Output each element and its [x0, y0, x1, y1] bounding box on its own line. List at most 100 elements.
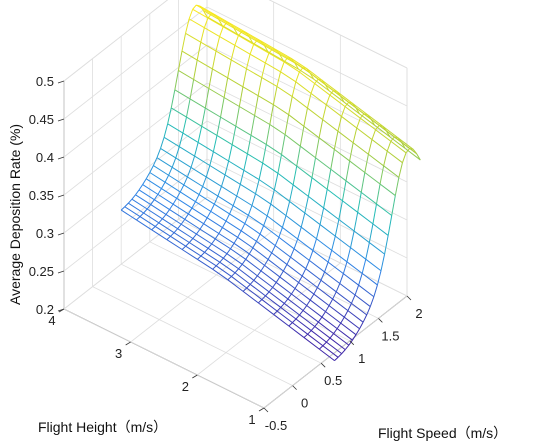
surface-mesh-line	[219, 257, 224, 263]
surface-mesh-line	[243, 153, 248, 171]
surface-mesh-line	[346, 261, 363, 274]
surface-mesh-line	[301, 268, 307, 277]
surface-mesh-line	[275, 276, 281, 283]
surface-mesh-line	[174, 70, 179, 90]
surface-mesh-line	[257, 275, 273, 288]
surface-mesh-line	[361, 259, 367, 274]
surface-mesh-line	[320, 279, 337, 293]
surface-mesh-line	[296, 146, 301, 167]
surface-mesh-line	[305, 260, 310, 269]
y-tick-mark	[258, 407, 265, 412]
surface-mesh-line	[297, 238, 314, 251]
surface-mesh-line	[307, 330, 312, 335]
surface-mesh-line	[211, 243, 228, 255]
surface-mesh-line	[326, 169, 332, 190]
grid-line	[63, 308, 265, 409]
surface-mesh-line	[177, 228, 194, 239]
surface-mesh-line	[233, 27, 238, 35]
surface-mesh-line	[182, 116, 187, 134]
surface-mesh-line	[156, 148, 161, 158]
surface-mesh-line	[318, 119, 324, 138]
surface-mesh-line	[387, 215, 393, 236]
surface-mesh-line	[273, 314, 290, 327]
surface-mesh-line	[158, 218, 163, 224]
surface-mesh-line	[219, 261, 236, 274]
surface-mesh-line	[295, 314, 300, 320]
surface-mesh-line	[328, 90, 345, 103]
surface-mesh-line	[252, 247, 269, 260]
surface-mesh-line	[194, 142, 199, 157]
surface-mesh-line	[344, 344, 350, 350]
surface-mesh-line	[330, 168, 347, 182]
surface-mesh-line	[149, 165, 154, 173]
surface-mesh-line	[394, 177, 400, 196]
z-tick-label: 0.25	[29, 264, 54, 279]
surface-mesh-line	[193, 59, 198, 80]
surface-mesh-line	[223, 77, 229, 98]
surface-mesh-line	[204, 251, 221, 263]
surface-mesh-line	[328, 305, 345, 318]
surface-mesh-line	[334, 219, 340, 237]
surface-mesh-line	[296, 165, 313, 179]
surface-mesh-line	[249, 53, 266, 64]
surface-mesh-line	[364, 154, 369, 173]
surface-mesh-line	[151, 229, 168, 241]
surface-mesh-line	[215, 36, 221, 52]
grid-line	[92, 286, 293, 386]
z-tick-label: 0.35	[29, 188, 54, 203]
surface-mesh-line	[153, 165, 169, 176]
surface-mesh-line	[304, 196, 309, 214]
surface-mesh-line	[168, 174, 185, 186]
surface-mesh-line	[220, 174, 226, 187]
surface-mesh-line	[386, 141, 392, 152]
surface-mesh-line	[310, 92, 327, 106]
surface-mesh-line	[202, 176, 207, 187]
surface-mesh-line	[162, 214, 167, 220]
surface-mesh-line	[330, 149, 335, 170]
surface-mesh-line	[304, 212, 321, 225]
surface-mesh-line	[290, 248, 295, 258]
surface-mesh-line	[230, 248, 247, 260]
surface-mesh-line	[263, 225, 280, 238]
grid-line	[121, 263, 322, 364]
surface-mesh-line	[250, 115, 256, 136]
surface-mesh-line	[267, 51, 284, 61]
surface-mesh-line	[241, 30, 258, 41]
surface-mesh-line	[311, 177, 328, 190]
surface-mesh-line	[202, 186, 219, 197]
surface-mesh-line	[276, 310, 293, 324]
surface-mesh-line	[145, 178, 162, 189]
tick-labels: -0.5 0 0.5 1 1.5 2 1 2 3 40.2 0.25 0.3 0.35 0.4 0.45 0.…	[29, 74, 423, 433]
surface-mesh-line	[192, 4, 197, 10]
grid-line	[63, 44, 208, 158]
surface-mesh-line	[287, 298, 304, 311]
surface-mesh-line	[380, 254, 386, 271]
surface-mesh-line	[324, 261, 329, 273]
surface-mesh-line	[371, 129, 377, 140]
surface-mesh-line	[367, 114, 384, 127]
surface-mesh-line	[181, 50, 198, 61]
surface-mesh-line	[135, 189, 140, 196]
grid-line	[206, 120, 408, 221]
surface-mesh-line	[266, 203, 272, 217]
surface-mesh-line	[200, 255, 217, 267]
surface-mesh-line	[366, 306, 371, 316]
surface-mesh-line	[260, 265, 265, 272]
surface-mesh-line	[262, 162, 279, 174]
surface-mesh-line	[321, 311, 326, 318]
surface-mesh-line	[360, 172, 366, 193]
surface-mesh-line	[273, 173, 279, 190]
surface-mesh-line	[213, 151, 229, 162]
surface-mesh-line	[234, 35, 239, 46]
surface-mesh-line	[218, 233, 235, 244]
surface-mesh-line	[351, 294, 356, 304]
surface-mesh-line	[357, 211, 374, 225]
surface-mesh-line	[222, 253, 228, 259]
surface-mesh-line	[215, 265, 232, 277]
surface-mesh-line	[328, 298, 334, 306]
surface-mesh-line	[171, 166, 188, 178]
surface-mesh-line	[203, 217, 208, 224]
surface-mesh-line	[390, 140, 407, 154]
surface-mesh-line	[173, 232, 190, 243]
surface-mesh-line	[303, 125, 320, 139]
